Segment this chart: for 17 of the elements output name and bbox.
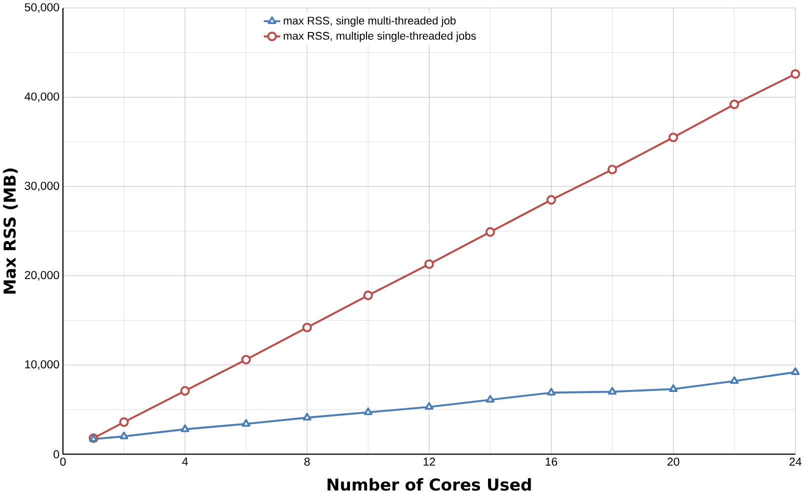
x-tick-label: 20 (667, 458, 680, 466)
y-tick-label: 30,000 (24, 182, 60, 192)
legend-label: max RSS, single multi-threaded job (284, 16, 456, 27)
legend-label: max RSS, multiple single-threaded jobs (284, 32, 476, 42)
y-axis-title: Max RSS (MB) (3, 168, 18, 294)
y-tick-label: 0 (54, 450, 60, 458)
y-tick-label: 10,000 (25, 360, 60, 370)
y-tick-label: 20,000 (24, 270, 60, 280)
x-axis-title: Number of Cores Used (328, 478, 531, 491)
y-tick-label: 50,000 (24, 3, 60, 13)
x-tick-label: 8 (304, 458, 310, 466)
x-tick-label: 0 (60, 458, 66, 466)
x-tick-label: 12 (424, 458, 435, 466)
x-tick-label: 4 (182, 458, 188, 466)
x-tick-label: 24 (790, 458, 802, 466)
x-tick-label: 16 (546, 458, 558, 466)
y-tick-label: 40,000 (24, 92, 60, 102)
